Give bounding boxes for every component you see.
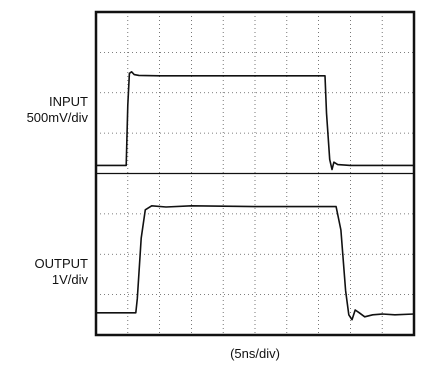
output-channel-label: OUTPUT 1V/div — [2, 256, 88, 288]
x-axis-scale-label: (5ns/div) — [230, 346, 280, 361]
grid-lines — [96, 12, 414, 335]
input-name: INPUT — [49, 94, 88, 109]
traces — [96, 71, 415, 321]
plot-frame — [94, 10, 416, 337]
input-channel-label: INPUT 500mV/div — [2, 94, 88, 126]
output-name: OUTPUT — [34, 256, 88, 271]
trace-output — [96, 205, 415, 321]
output-scale: 1V/div — [51, 272, 88, 287]
input-scale: 500mV/div — [26, 110, 88, 125]
trace-input — [96, 71, 414, 171]
